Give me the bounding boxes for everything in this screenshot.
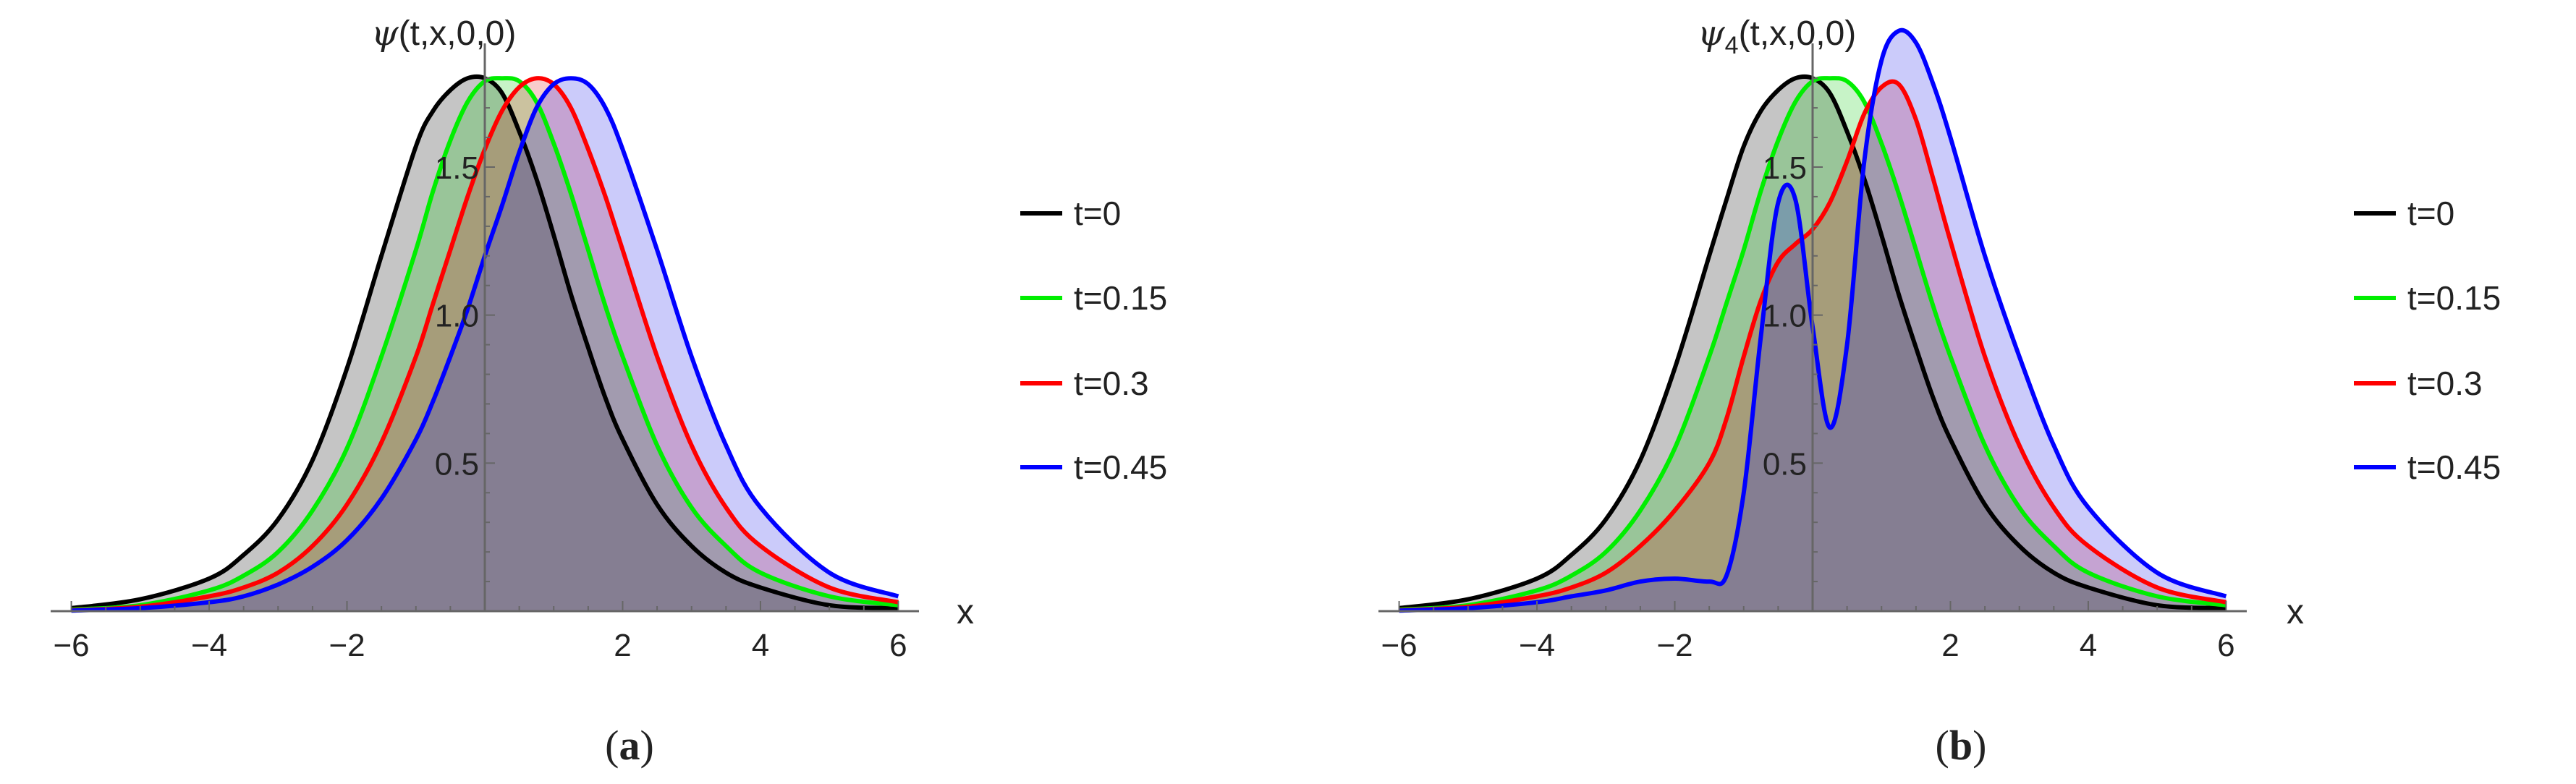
series-line-3 <box>1399 79 2227 613</box>
plot-b-ticklabels: −6 −4 −2 2 4 6 0.5 1.0 1.5 <box>1381 150 2234 663</box>
panel-b: −6 −4 −2 2 4 60.51.01.5 ψ4(t,x,0,0) x t=0 t=0… <box>1378 13 2501 769</box>
caption-letter: a <box>619 722 640 769</box>
x-tick-label: −4 <box>1519 628 1555 663</box>
x-tick-label: −2 <box>1656 628 1692 663</box>
y-axis-args: (t,x,0,0) <box>1739 14 1857 53</box>
x-axis-title: x <box>957 593 974 631</box>
plot-a-axes <box>51 43 919 613</box>
legend-label: t=0.15 <box>2407 279 2501 317</box>
legend-label: t=0.15 <box>1074 279 1167 317</box>
series-area-4 <box>1399 30 2227 611</box>
series-line-4 <box>71 76 899 613</box>
legend-label: t=0 <box>2407 195 2454 232</box>
legend-label: t=0.45 <box>1074 448 1167 486</box>
legend-a: t=0 t=0.15 t=0.3 t=0.45 <box>1020 195 1167 486</box>
y-tick-label: 0.5 <box>1763 446 1807 482</box>
panel-caption-b: (b) <box>1936 722 1987 769</box>
x-tick-label: −2 <box>329 628 365 663</box>
y-axis-title: ψ(t,x,0,0) <box>371 13 516 54</box>
x-tick-label: 6 <box>2217 628 2234 663</box>
legend-label: t=0 <box>1074 195 1121 232</box>
y-axis-args: (t,x,0,0) <box>399 14 517 53</box>
y-axis-title: ψ4(t,x,0,0) <box>1698 13 1856 59</box>
series-line-2 <box>1399 76 2227 612</box>
x-tick-label: 2 <box>614 628 631 663</box>
plot-b-axes <box>1378 43 2247 613</box>
caption-letter: b <box>1949 722 1973 769</box>
series-line-3 <box>71 76 899 613</box>
y-axis-subscript: 4 <box>1725 32 1739 59</box>
panel-a: −6 −4 −2 2 4 6 0.5 1.0 1.5 ψ(t,x,0,0) x t=0 t=0.… <box>51 13 1167 769</box>
y-tick-label: 1.0 <box>435 299 479 334</box>
x-tick-label: 6 <box>889 628 907 663</box>
x-tick-label: 4 <box>2080 628 2097 663</box>
plot-b-lines <box>1399 27 2227 613</box>
y-tick-label: 0.5 <box>435 446 479 482</box>
y-axis-symbol: ψ <box>371 13 399 54</box>
x-tick-label: 4 <box>752 628 769 663</box>
legend-label: t=0.45 <box>2407 448 2501 486</box>
series-line-1 <box>71 74 899 610</box>
series-line-4 <box>1399 27 2227 613</box>
y-axis-symbol: ψ <box>1698 13 1726 54</box>
plot-a-ticklabels: −6 −4 −2 2 4 6 0.5 1.0 1.5 <box>53 150 907 663</box>
x-tick-label: 2 <box>1941 628 1959 663</box>
x-axis-title: x <box>2287 593 2304 631</box>
legend-b: t=0 t=0.15 t=0.3 t=0.45 <box>2354 195 2501 486</box>
legend-label: t=0.3 <box>1074 365 1149 402</box>
panel-caption-a: (a) <box>605 722 654 769</box>
legend-label: t=0.3 <box>2407 365 2483 402</box>
x-tick-label: −4 <box>191 628 227 663</box>
series-line-2 <box>71 76 899 612</box>
y-tick-label: 1.0 <box>1763 299 1807 334</box>
y-tick-label: 1.5 <box>1763 150 1807 186</box>
x-tick-label: −6 <box>1381 628 1417 663</box>
plot-a-lines <box>71 74 899 613</box>
x-tick-label: −6 <box>53 628 89 663</box>
y-tick-label: 1.5 <box>435 150 479 186</box>
